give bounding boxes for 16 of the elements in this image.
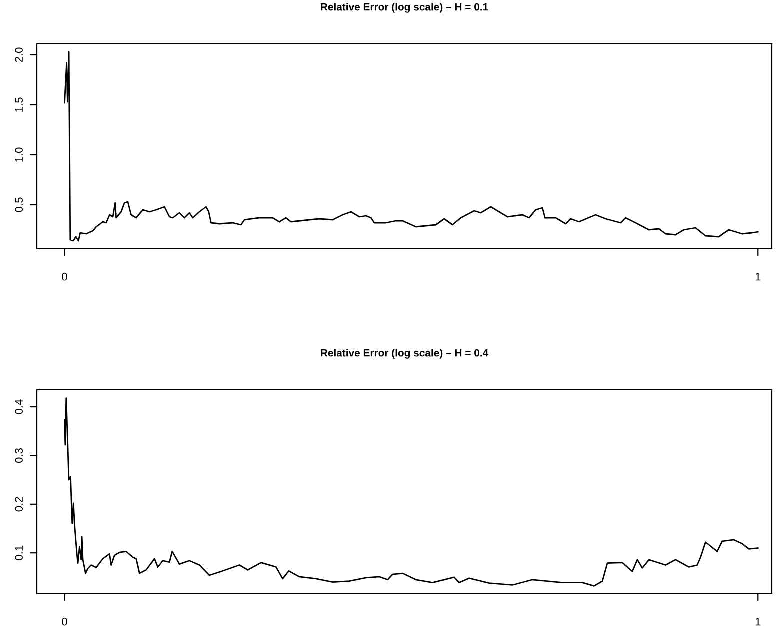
y-tick-label: 1.5 bbox=[15, 98, 23, 112]
y-tick-label: 0.5 bbox=[15, 198, 23, 212]
y-tick-label: 0.4 bbox=[15, 400, 23, 414]
y-tick-label: 0.3 bbox=[15, 448, 23, 464]
x-tick-label: 1 bbox=[756, 273, 761, 281]
line-series bbox=[64, 51, 759, 242]
x-tick-label: 0 bbox=[62, 618, 68, 626]
y-tick-label: 2.0 bbox=[15, 48, 23, 62]
chart-title: Relative Error (log scale) – H = 0.1 bbox=[321, 3, 488, 13]
y-tick-label: 0.1 bbox=[15, 546, 23, 560]
chart-title: Relative Error (log scale) – H = 0.4 bbox=[321, 349, 489, 359]
y-tick-label: 0.2 bbox=[15, 497, 23, 512]
line-series bbox=[64, 398, 759, 587]
x-tick-label: 1 bbox=[756, 618, 761, 626]
x-tick-label: 0 bbox=[62, 272, 68, 281]
y-tick-label: 1.0 bbox=[15, 148, 23, 162]
